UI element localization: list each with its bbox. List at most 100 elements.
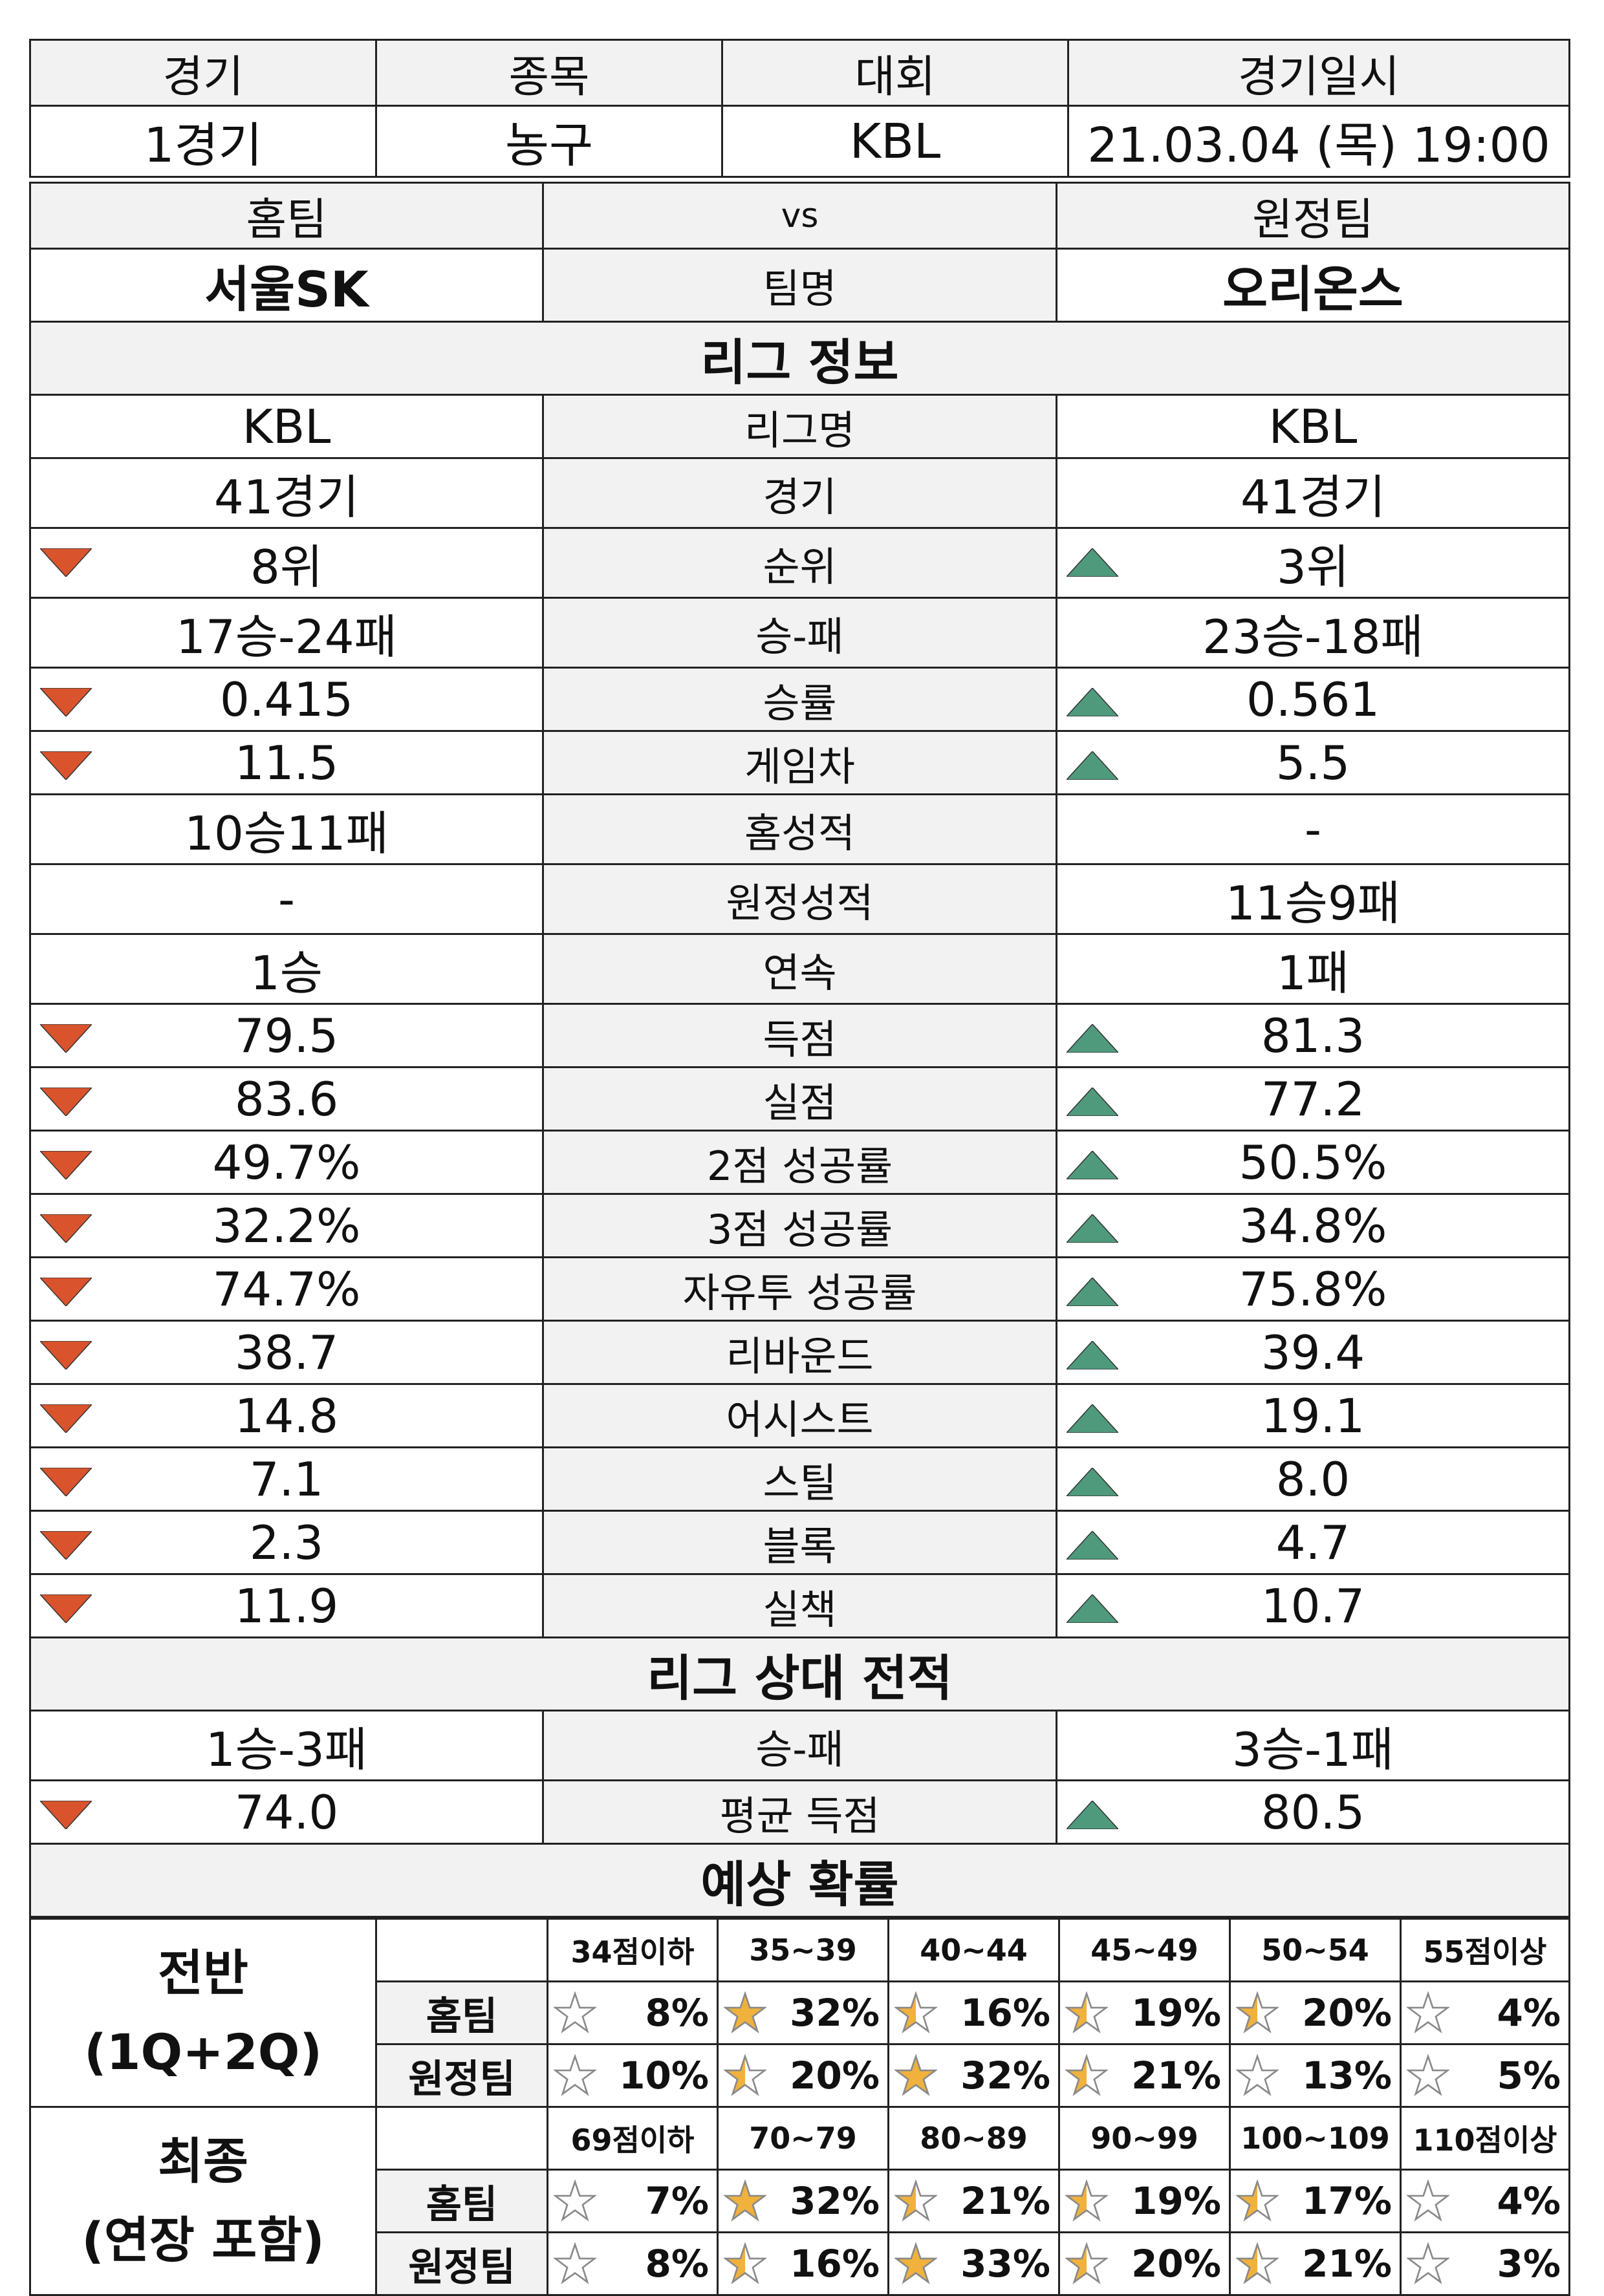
stat-row: 14.8 어시스트 19.1 (29, 1383, 1570, 1448)
stat-label: 블록 (542, 1510, 1057, 1575)
stat-label: 연속 (542, 933, 1057, 1005)
league-info-rows: KBL 리그명 KBL 41경기 경기 41경기 8위 순위 3위 17승-24패 승-패 23승-1… (29, 394, 1570, 1638)
up-arrow-icon (1067, 1278, 1118, 1306)
star-half-icon (724, 2054, 766, 2096)
star-full-icon (724, 1991, 766, 2033)
home-value: 7.1 (29, 1446, 544, 1512)
stat-label: 원정성적 (542, 863, 1057, 935)
away-value: 80.5 (1056, 1779, 1570, 1845)
away-value-text: 3위 (1276, 540, 1350, 594)
stat-label: 순위 (542, 527, 1057, 599)
home-value: 32.2% (29, 1193, 544, 1258)
up-arrow-icon (1067, 688, 1118, 716)
star-full-icon (894, 2054, 937, 2096)
stat-label: 승-패 (542, 597, 1057, 669)
away-value: 8.0 (1056, 1446, 1570, 1512)
away-value: 5.5 (1056, 730, 1570, 795)
probability-value: 7% (645, 2179, 709, 2223)
period-title: 최종 (158, 2132, 248, 2191)
probability-value: 20% (790, 2054, 880, 2098)
score-range: 69점이하 (547, 2106, 719, 2171)
score-range: 34점이하 (547, 1918, 719, 1982)
star-empty-icon (554, 2242, 596, 2284)
score-range: 90~99 (1058, 2106, 1231, 2171)
stat-row: 79.5 득점 81.3 (29, 1003, 1570, 1068)
away-value-text: 1패 (1276, 946, 1350, 1000)
range-header-row: 전반 (1Q+2Q) 34점이하 35~39 40~44 45~49 50~54 55점이상 (29, 1918, 1570, 2108)
away-value: 81.3 (1056, 1003, 1570, 1068)
probability-cell: 21% (1058, 2043, 1231, 2108)
home-value-text: 0.415 (219, 672, 354, 727)
probability-cell: 8% (547, 1980, 719, 2045)
stats-table: 홈팀 vs 원정팀 서울SK 팀명 오리온스 리그 정보 KBL 리그명 KBL 41… (29, 182, 1570, 1918)
probability-cell: 19% (1058, 2169, 1231, 2233)
away-value: 10.7 (1056, 1573, 1570, 1638)
up-arrow-icon (1067, 1151, 1118, 1179)
star-empty-icon (554, 2054, 596, 2096)
probability-value: 32% (790, 1991, 880, 2035)
stat-row: 74.0 평균 득점 80.5 (29, 1779, 1570, 1845)
star-half-icon (1065, 2054, 1108, 2096)
team-side-label: 원정팀 (375, 2043, 548, 2108)
probability-cell: 13% (1229, 2043, 1402, 2108)
probability-value: 16% (790, 2242, 880, 2286)
stat-row: 1승-3패 승-패 3승-1패 (29, 1710, 1570, 1781)
away-value-text: 81.3 (1261, 1008, 1365, 1063)
score-range: 100~109 (1229, 2106, 1402, 2171)
score-range: 55점이상 (1400, 1918, 1570, 1982)
away-value: 19.1 (1056, 1383, 1570, 1448)
down-arrow-icon (40, 751, 92, 780)
home-value-text: 38.7 (234, 1325, 339, 1380)
up-arrow-icon (1067, 1404, 1118, 1433)
home-value: 10승11패 (29, 793, 544, 865)
home-value-text: 7.1 (249, 1452, 324, 1507)
away-value: 39.4 (1056, 1320, 1570, 1385)
home-value: 1승 (29, 933, 544, 1005)
home-value-text: 2.3 (249, 1515, 324, 1570)
probability-row: 홈팀 8% 32% 16% 19% 20% 4% (30, 1980, 1570, 2045)
stat-row: 0.415 승률 0.561 (29, 667, 1570, 732)
home-value-text: 8위 (250, 540, 323, 594)
away-team-name: 오리온스 (1056, 248, 1570, 323)
down-arrow-icon (40, 548, 92, 577)
home-value-text: 41경기 (213, 470, 360, 524)
head-to-head-rows: 1승-3패 승-패 3승-1패 74.0 평균 득점 80.5 (29, 1710, 1570, 1845)
stat-row: 7.1 스틸 8.0 (29, 1446, 1570, 1512)
vs-label: vs (542, 182, 1057, 250)
star-empty-icon (1236, 2054, 1279, 2096)
stat-row: 11.9 실책 10.7 (29, 1573, 1570, 1638)
down-arrow-icon (40, 688, 92, 716)
stat-label: 평균 득점 (542, 1779, 1057, 1845)
up-arrow-icon (1067, 1594, 1118, 1623)
stat-label: 자유투 성공률 (542, 1256, 1057, 1322)
down-arrow-icon (40, 1341, 92, 1369)
match-info-table: 경기 종목 대회 경기일시 1경기 농구 KBL 21.03.04 (목) 19… (29, 39, 1570, 178)
probability-cell: 3% (1400, 2231, 1570, 2296)
home-value: 74.7% (29, 1256, 544, 1322)
up-arrow-icon (1067, 548, 1118, 577)
probability-cell: 16% (717, 2231, 889, 2296)
score-range: 50~54 (1229, 1918, 1402, 1982)
stat-label: 득점 (542, 1003, 1057, 1068)
star-empty-icon (1407, 2054, 1449, 2096)
team-side-label: 원정팀 (375, 2231, 548, 2296)
away-value: 34.8% (1056, 1193, 1570, 1258)
home-value: 8위 (29, 527, 544, 599)
home-value-text: 11.5 (234, 735, 339, 790)
probability-value: 4% (1497, 1991, 1561, 2035)
home-value-text: 74.0 (234, 1785, 339, 1840)
col-header-game: 경기 (29, 39, 377, 107)
probability-cell: 5% (1400, 2043, 1570, 2108)
probability-value: 8% (645, 1991, 709, 2035)
up-arrow-icon (1067, 751, 1118, 780)
away-value-text: 80.5 (1261, 1785, 1365, 1840)
period-subtitle: (연장 포함) (81, 2211, 325, 2269)
score-range: 45~49 (1058, 1918, 1231, 1982)
away-value: 3위 (1056, 527, 1570, 599)
probability-cell: 32% (717, 2169, 889, 2233)
stat-row: 41경기 경기 41경기 (29, 457, 1570, 529)
away-value-text: 0.561 (1246, 672, 1380, 727)
home-value: - (29, 863, 544, 935)
stat-label: 홈성적 (542, 793, 1057, 865)
league-name: KBL (721, 105, 1069, 178)
